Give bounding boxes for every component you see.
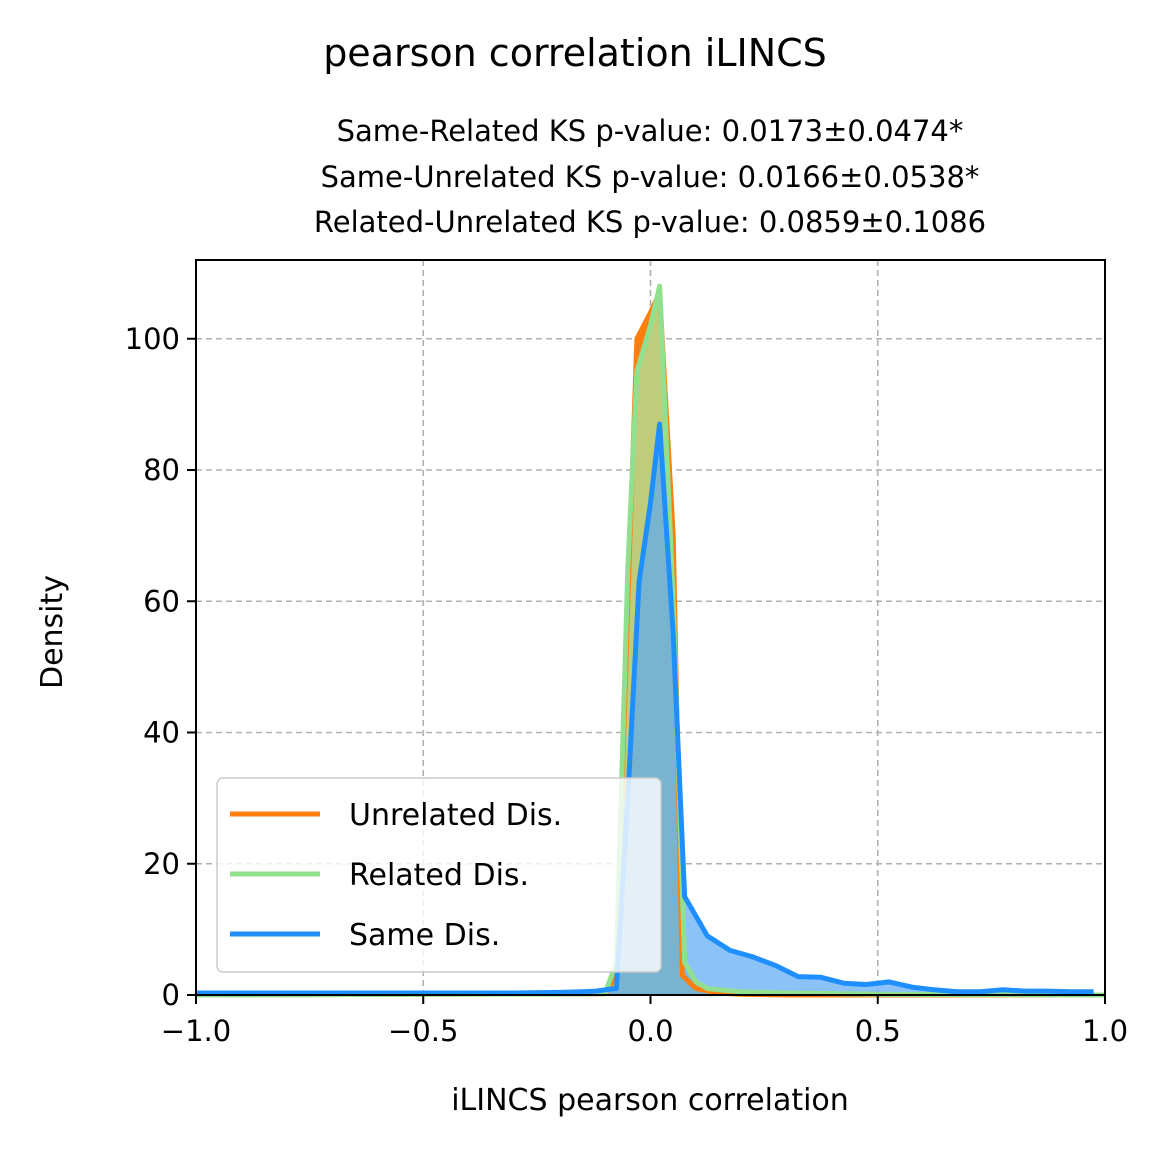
- x-axis-ticks: −1.0 −0.5 0.0 0.5 1.0: [161, 995, 1128, 1048]
- y-tick-label: 0: [162, 978, 180, 1012]
- y-tick-label: 80: [143, 453, 180, 487]
- ks-pvalue-line-1: Same-Related KS p-value: 0.0173±0.0474*: [337, 114, 964, 148]
- legend-box: [216, 777, 662, 973]
- series-area-same-dis: [196, 424, 1094, 996]
- y-axis-label: Density: [35, 575, 70, 689]
- legend-label-related-dis: Related Dis.: [349, 858, 529, 893]
- x-tick-label: 1.0: [1082, 1014, 1128, 1048]
- x-tick-label: 0.0: [627, 1014, 673, 1048]
- x-axis-label: iLINCS pearson correlation: [451, 1083, 849, 1118]
- y-tick-label: 40: [143, 716, 180, 750]
- y-tick-label: 60: [143, 584, 180, 618]
- y-tick-label: 20: [143, 847, 180, 881]
- y-tick-label: 100: [125, 322, 180, 356]
- ks-pvalue-line-3: Related-Unrelated KS p-value: 0.0859±0.1…: [314, 205, 986, 239]
- x-tick-label: −1.0: [161, 1014, 231, 1048]
- series-areas: [196, 286, 1105, 996]
- legend-label-same-dis: Same Dis.: [349, 918, 500, 953]
- legend: Unrelated Dis. Related Dis. Same Dis.: [216, 777, 662, 973]
- series-line-same-dis: [196, 421, 1094, 996]
- chart-suptitle: pearson correlation iLINCS: [323, 31, 827, 75]
- x-tick-label: −0.5: [388, 1014, 458, 1048]
- x-tick-label: 0.5: [855, 1014, 901, 1048]
- ks-pvalue-line-2: Same-Unrelated KS p-value: 0.0166±0.0538…: [321, 160, 980, 194]
- y-axis-ticks: 0 20 40 60 80 100: [125, 322, 196, 1012]
- legend-label-unrelated-dis: Unrelated Dis.: [349, 798, 562, 833]
